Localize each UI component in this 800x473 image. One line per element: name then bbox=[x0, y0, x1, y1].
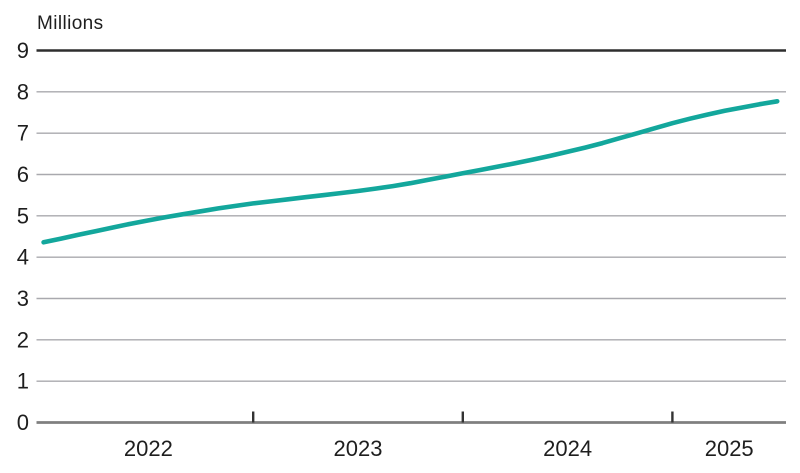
y-tick-label: 2 bbox=[17, 327, 29, 352]
y-tick-label: 6 bbox=[17, 162, 29, 187]
y-tick-label: 7 bbox=[17, 121, 29, 146]
y-tick-label: 8 bbox=[17, 79, 29, 104]
x-year-label: 2025 bbox=[705, 436, 754, 461]
y-axis-unit-label: Millions bbox=[37, 13, 104, 34]
y-tick-label: 4 bbox=[17, 245, 29, 270]
y-tick-label: 5 bbox=[17, 203, 29, 228]
y-tick-label: 3 bbox=[17, 286, 29, 311]
y-tick-label: 0 bbox=[17, 410, 29, 435]
y-tick-label: 9 bbox=[17, 38, 29, 63]
data-line bbox=[41, 99, 780, 245]
x-year-label: 2023 bbox=[334, 436, 383, 461]
x-year-label: 2022 bbox=[124, 436, 173, 461]
x-year-label: 2024 bbox=[543, 436, 592, 461]
y-tick-label: 1 bbox=[17, 369, 29, 394]
